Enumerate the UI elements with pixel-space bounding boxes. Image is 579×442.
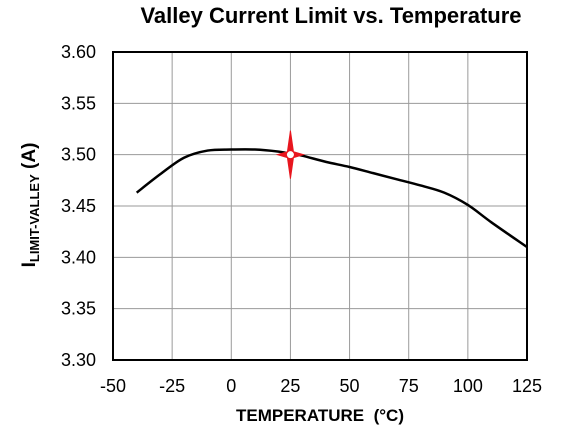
y-axis-label-sub: LIMIT-VALLEY xyxy=(27,174,42,262)
y-tick-label: 3.30 xyxy=(61,350,96,370)
x-tick-label: 0 xyxy=(226,376,236,396)
x-tick-label: -50 xyxy=(100,376,126,396)
y-axis-label: ILIMIT-VALLEY (A) xyxy=(19,143,42,268)
marker-dot xyxy=(286,151,294,159)
x-tick-label: -25 xyxy=(159,376,185,396)
chart-title: Valley Current Limit vs. Temperature xyxy=(140,3,521,28)
y-tick-label: 3.40 xyxy=(61,247,96,267)
plot-frame xyxy=(112,51,528,361)
y-tick-label: 3.45 xyxy=(61,196,96,216)
x-tick-label: 125 xyxy=(512,376,542,396)
grid xyxy=(112,51,528,361)
x-tick-label: 25 xyxy=(280,376,300,396)
x-tick-label: 75 xyxy=(399,376,419,396)
x-axis-ticks: -50 -25 0 25 50 75 100 125 xyxy=(100,376,542,396)
y-axis-ticks: 3.30 3.35 3.40 3.45 3.50 3.55 3.60 xyxy=(61,42,96,370)
y-tick-label: 3.60 xyxy=(61,42,96,62)
marker-layer xyxy=(275,130,306,179)
x-tick-label: 100 xyxy=(453,376,483,396)
series-layer xyxy=(135,148,528,249)
series-line xyxy=(135,148,528,249)
x-tick-label: 50 xyxy=(340,376,360,396)
x-axis-label: TEMPERATURE (°C) xyxy=(236,406,404,425)
y-tick-label: 3.55 xyxy=(61,93,96,113)
y-axis-label-unit: (A) xyxy=(19,143,40,175)
y-tick-label: 3.50 xyxy=(61,145,96,165)
y-axis-label-main: I xyxy=(19,262,40,267)
y-tick-label: 3.35 xyxy=(61,299,96,319)
